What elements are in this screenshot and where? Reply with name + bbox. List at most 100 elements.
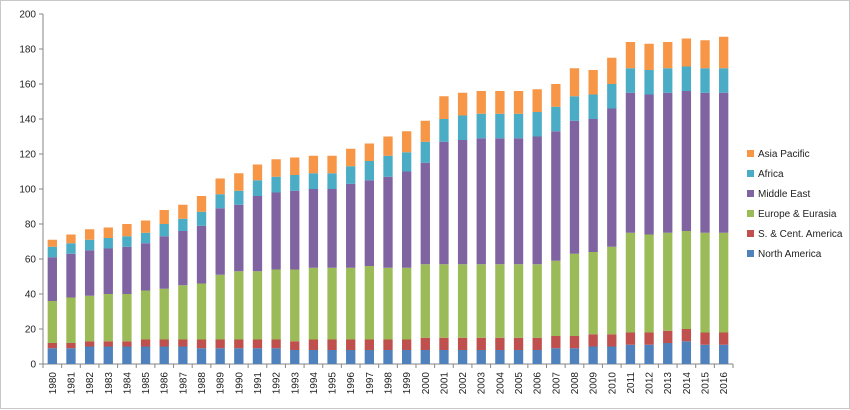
bar-asia-pacific-1982 [84,229,95,240]
bar-north-america-2015 [700,344,710,364]
bar-middle-east-1998 [383,176,393,268]
x-tick-label: 1984 [122,372,133,395]
bar-europe-eurasia-1992 [271,269,281,340]
bar-europe-eurasia-2006 [532,264,542,338]
bar-s-cent-america-1982 [84,341,95,347]
bar-europe-eurasia-1990 [234,271,244,340]
legend-swatch-middle-east [747,190,754,197]
bar-north-america-1981 [66,348,76,364]
bar-s-cent-america-2006 [532,337,542,350]
x-tick-label: 2009 [589,372,600,395]
bar-s-cent-america-2003 [476,337,486,350]
bar-north-america-1983 [103,346,113,364]
x-tick-label: 2003 [477,372,488,395]
bar-s-cent-america-1995 [327,339,337,350]
bar-europe-eurasia-2007 [551,260,561,336]
bar-north-america-2003 [476,350,486,364]
bar-europe-eurasia-1997 [364,266,375,340]
bar-s-cent-america-2002 [457,337,468,350]
bar-s-cent-america-2012 [644,332,654,345]
bar-europe-eurasia-1981 [66,297,76,343]
bar-europe-eurasia-1986 [159,288,169,340]
bar-asia-pacific-2010 [607,57,617,84]
bar-middle-east-1996 [346,183,356,268]
bar-africa-1999 [401,152,412,172]
y-tick-label: 0 [30,360,36,371]
bar-north-america-1980 [47,348,57,364]
bar-north-america-1991 [252,348,263,364]
bar-asia-pacific-2016 [719,36,729,69]
bar-africa-2015 [700,68,710,93]
bar-europe-eurasia-1999 [401,267,412,340]
bar-north-america-2014 [681,341,692,364]
x-tick-label: 1988 [197,372,208,395]
bar-north-america-1998 [383,350,393,364]
x-tick-label: 1982 [85,372,96,395]
bar-middle-east-1992 [271,192,281,270]
bar-north-america-1989 [215,348,225,364]
bar-asia-pacific-1995 [327,155,337,174]
bar-middle-east-2013 [663,92,673,233]
bar-asia-pacific-1987 [178,204,188,219]
bar-europe-eurasia-1984 [122,294,132,342]
x-tick-label: 1995 [328,372,339,395]
bar-north-america-2008 [569,348,580,364]
bar-middle-east-2010 [607,108,617,247]
bar-middle-east-2006 [532,136,542,265]
bar-middle-east-2000 [420,162,430,265]
bar-europe-eurasia-2014 [681,231,692,329]
x-tick-label: 2005 [514,372,525,395]
bar-s-cent-america-1994 [308,339,319,350]
bar-north-america-1982 [84,346,95,364]
bar-africa-1998 [383,155,393,177]
bar-europe-eurasia-1982 [84,295,95,342]
bar-europe-eurasia-2003 [476,264,486,338]
bar-middle-east-1987 [178,231,188,286]
bar-europe-eurasia-1988 [196,283,207,340]
bar-africa-1994 [308,173,319,189]
bar-middle-east-1980 [47,257,57,301]
bar-north-america-1985 [140,346,151,364]
bar-north-america-2009 [588,346,598,364]
bar-africa-1993 [290,175,300,191]
bar-s-cent-america-2000 [420,337,430,350]
bar-middle-east-1983 [103,248,113,294]
bar-africa-2008 [569,96,580,121]
bar-africa-2011 [625,68,636,93]
bar-s-cent-america-2013 [663,330,673,343]
bar-middle-east-2012 [644,94,654,235]
bar-africa-1985 [140,232,151,244]
bar-north-america-1993 [290,350,300,364]
legend-swatch-north-america [747,250,754,257]
y-tick-label: 100 [19,185,36,196]
bar-middle-east-1997 [364,180,375,266]
x-tick-label: 1993 [290,372,301,395]
bar-middle-east-1993 [290,190,300,270]
bar-north-america-2005 [513,350,524,364]
bar-s-cent-america-2005 [513,337,524,350]
bar-middle-east-2001 [439,141,449,265]
bar-north-america-1999 [401,350,412,364]
bar-middle-east-2011 [625,92,636,233]
bar-middle-east-1989 [215,208,225,275]
bar-asia-pacific-2013 [663,42,673,69]
legend-swatch-europe-eurasia [747,210,754,217]
bar-s-cent-america-1981 [66,343,76,349]
bar-north-america-2012 [644,344,654,364]
bar-north-america-2016 [719,344,729,364]
bar-africa-1997 [364,161,375,181]
bar-asia-pacific-1999 [401,131,412,153]
bar-s-cent-america-1993 [290,341,300,350]
x-tick-label: 1998 [384,372,395,395]
bar-s-cent-america-1980 [47,343,57,349]
bar-middle-east-1985 [140,243,151,291]
y-tick-label: 180 [19,45,36,56]
x-tick-label: 2013 [663,372,674,395]
bar-asia-pacific-1980 [47,239,57,247]
y-tick-label: 40 [25,290,37,301]
bar-africa-1988 [196,211,207,226]
bar-africa-2004 [495,113,505,139]
x-tick-label: 1997 [365,372,376,395]
bar-middle-east-2009 [588,119,598,252]
bar-asia-pacific-1983 [103,227,113,238]
